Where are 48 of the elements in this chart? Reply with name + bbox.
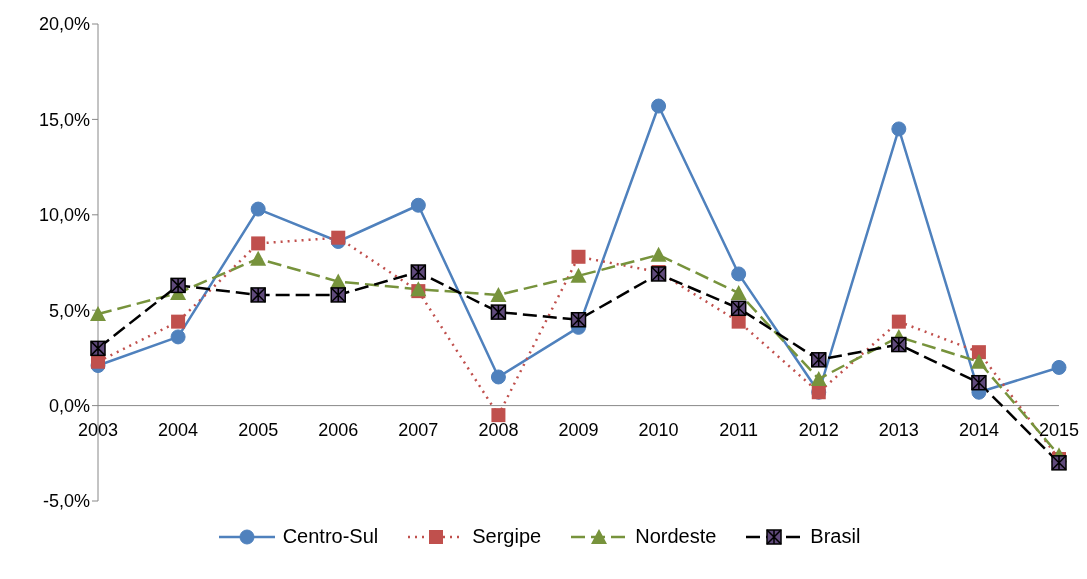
point	[730, 285, 747, 301]
point	[491, 408, 506, 423]
y-tick-label: 10,0%	[38, 205, 90, 226]
point	[251, 236, 266, 251]
point	[570, 267, 587, 283]
point	[250, 250, 267, 266]
y-tick-label: 15,0%	[38, 109, 90, 130]
x-tick-label: 2014	[958, 419, 999, 440]
point	[571, 249, 586, 264]
point	[410, 197, 426, 213]
point	[171, 314, 186, 329]
x-tick-label: 2003	[77, 419, 119, 440]
x-tick-label: 2006	[318, 419, 359, 440]
point	[970, 353, 987, 369]
x-tick-label: 2011	[719, 419, 759, 440]
point	[651, 98, 667, 114]
point	[810, 370, 827, 386]
legend-label: Nordeste	[635, 525, 717, 548]
x-tick-label: 2007	[398, 419, 439, 440]
x-tick-label: 2005	[238, 419, 279, 440]
point	[170, 329, 186, 345]
point	[731, 314, 746, 329]
x-tick-label: 2013	[878, 419, 919, 440]
x-tick-label: 2008	[478, 419, 519, 440]
x-tick-label: 2009	[558, 419, 599, 440]
y-tick-label: -5,0%	[42, 491, 90, 512]
point	[250, 201, 266, 217]
point	[91, 354, 105, 369]
point	[1051, 359, 1067, 375]
x-tick-label: 2004	[158, 419, 199, 440]
point	[971, 345, 986, 360]
point	[490, 286, 507, 302]
point	[90, 306, 106, 322]
y-tick-label: 0,0%	[48, 395, 90, 416]
point	[490, 369, 506, 385]
legend-label: Centro-Sul	[282, 525, 379, 548]
point	[650, 246, 667, 262]
y-tick-label: 20,0%	[38, 14, 90, 35]
point	[891, 314, 906, 329]
point	[891, 121, 907, 137]
legend-label: Sergipe	[472, 525, 542, 548]
x-tick-label: 2012	[798, 419, 839, 440]
x-tick-label: 2010	[638, 419, 679, 440]
y-tick-label: 5,0%	[48, 300, 90, 321]
point	[331, 230, 346, 245]
legend-label: Brasil	[810, 525, 861, 548]
x-tick-label: 2015	[1038, 419, 1080, 440]
point	[731, 266, 747, 282]
